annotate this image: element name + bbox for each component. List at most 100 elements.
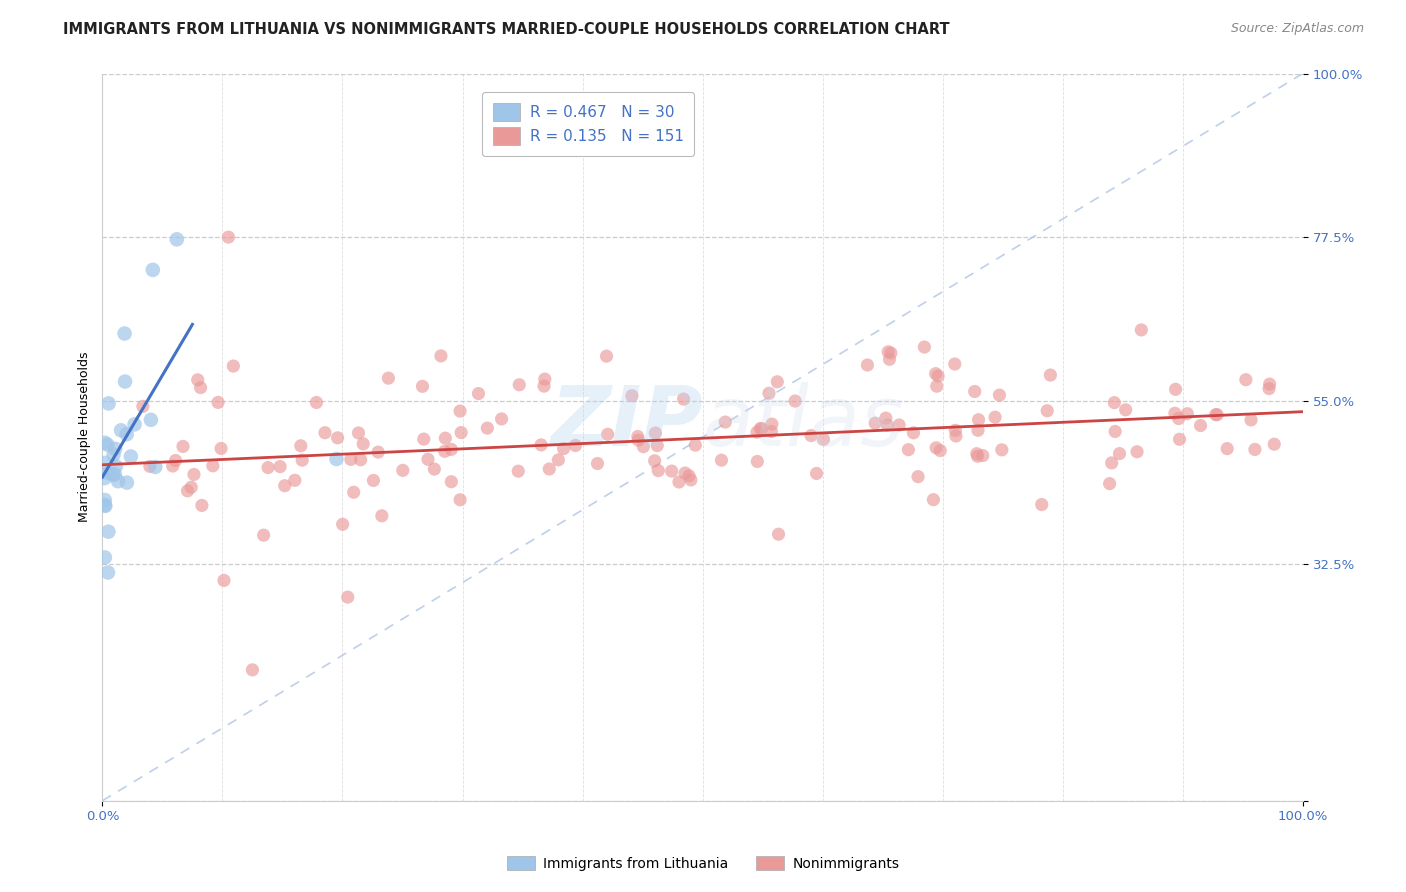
Point	[253, 528, 276, 542]
Point	[340, 452, 363, 467]
Point	[162, 458, 184, 473]
Point	[101, 467, 124, 482]
Point	[508, 377, 530, 392]
Point	[416, 452, 439, 467]
Point	[1164, 382, 1187, 396]
Text: IMMIGRANTS FROM LITHUANIA VS NONIMMIGRANTS MARRIED-COUPLE HOUSEHOLDS CORRELATION: IMMIGRANTS FROM LITHUANIA VS NONIMMIGRAN…	[63, 22, 950, 37]
Point	[927, 369, 949, 384]
Point	[758, 386, 780, 401]
Point	[165, 453, 187, 467]
Point	[595, 349, 617, 363]
Point	[114, 326, 136, 341]
Point	[627, 429, 650, 443]
Point	[967, 413, 990, 427]
Point	[434, 431, 457, 445]
Point	[449, 404, 471, 418]
Point	[876, 418, 898, 433]
Point	[925, 441, 948, 455]
Point	[596, 427, 619, 442]
Point	[94, 550, 117, 565]
Point	[242, 663, 264, 677]
Point	[143, 460, 166, 475]
Point	[1234, 373, 1257, 387]
Point	[94, 471, 117, 485]
Point	[1104, 395, 1126, 409]
Point	[377, 371, 399, 385]
Point	[187, 373, 209, 387]
Point	[107, 474, 129, 488]
Point	[1115, 402, 1137, 417]
Point	[508, 464, 530, 478]
Point	[538, 462, 561, 476]
Point	[1216, 442, 1239, 456]
Point	[966, 447, 988, 461]
Point	[645, 439, 668, 453]
Point	[880, 346, 903, 360]
Point	[1098, 476, 1121, 491]
Point	[104, 467, 127, 482]
Point	[1108, 447, 1130, 461]
Point	[1031, 498, 1053, 512]
Point	[191, 499, 214, 513]
Point	[1104, 425, 1126, 439]
Point	[274, 479, 297, 493]
Point	[343, 485, 366, 500]
Point	[1036, 403, 1059, 417]
Point	[440, 475, 463, 489]
Point	[922, 492, 945, 507]
Point	[97, 396, 120, 410]
Point	[217, 230, 239, 244]
Point	[363, 474, 385, 488]
Point	[1258, 377, 1281, 392]
Point	[1244, 442, 1267, 457]
Point	[97, 524, 120, 539]
Point	[491, 412, 513, 426]
Point	[176, 483, 198, 498]
Point	[751, 422, 773, 436]
Point	[633, 440, 655, 454]
Legend: Immigrants from Lithuania, Nonimmigrants: Immigrants from Lithuania, Nonimmigrants	[502, 850, 904, 876]
Point	[984, 410, 1007, 425]
Point	[201, 458, 224, 473]
Point	[1164, 406, 1187, 420]
Point	[120, 450, 142, 464]
Point	[110, 423, 132, 437]
Point	[326, 431, 349, 445]
Point	[1189, 418, 1212, 433]
Point	[1101, 456, 1123, 470]
Point	[907, 469, 929, 483]
Point	[94, 435, 117, 450]
Point	[945, 423, 967, 437]
Point	[644, 425, 666, 440]
Point	[371, 508, 394, 523]
Point	[142, 263, 165, 277]
Point	[678, 468, 700, 483]
Point	[547, 453, 569, 467]
Point	[477, 421, 499, 435]
Point	[352, 437, 374, 451]
Point	[450, 425, 472, 440]
Point	[761, 425, 783, 439]
Point	[644, 454, 666, 468]
Point	[766, 375, 789, 389]
Point	[180, 480, 202, 494]
Point	[332, 517, 354, 532]
Point	[966, 449, 988, 463]
Point	[533, 372, 555, 386]
Point	[115, 475, 138, 490]
Text: atlas: atlas	[703, 382, 904, 463]
Point	[533, 379, 555, 393]
Point	[647, 464, 669, 478]
Point	[1240, 413, 1263, 427]
Point	[1258, 382, 1281, 396]
Point	[924, 367, 946, 381]
Point	[94, 493, 117, 508]
Point	[96, 438, 118, 452]
Point	[943, 357, 966, 371]
Point	[856, 358, 879, 372]
Point	[673, 466, 696, 480]
Point	[284, 473, 307, 487]
Point	[988, 388, 1011, 402]
Point	[863, 416, 886, 430]
Point	[1167, 411, 1189, 425]
